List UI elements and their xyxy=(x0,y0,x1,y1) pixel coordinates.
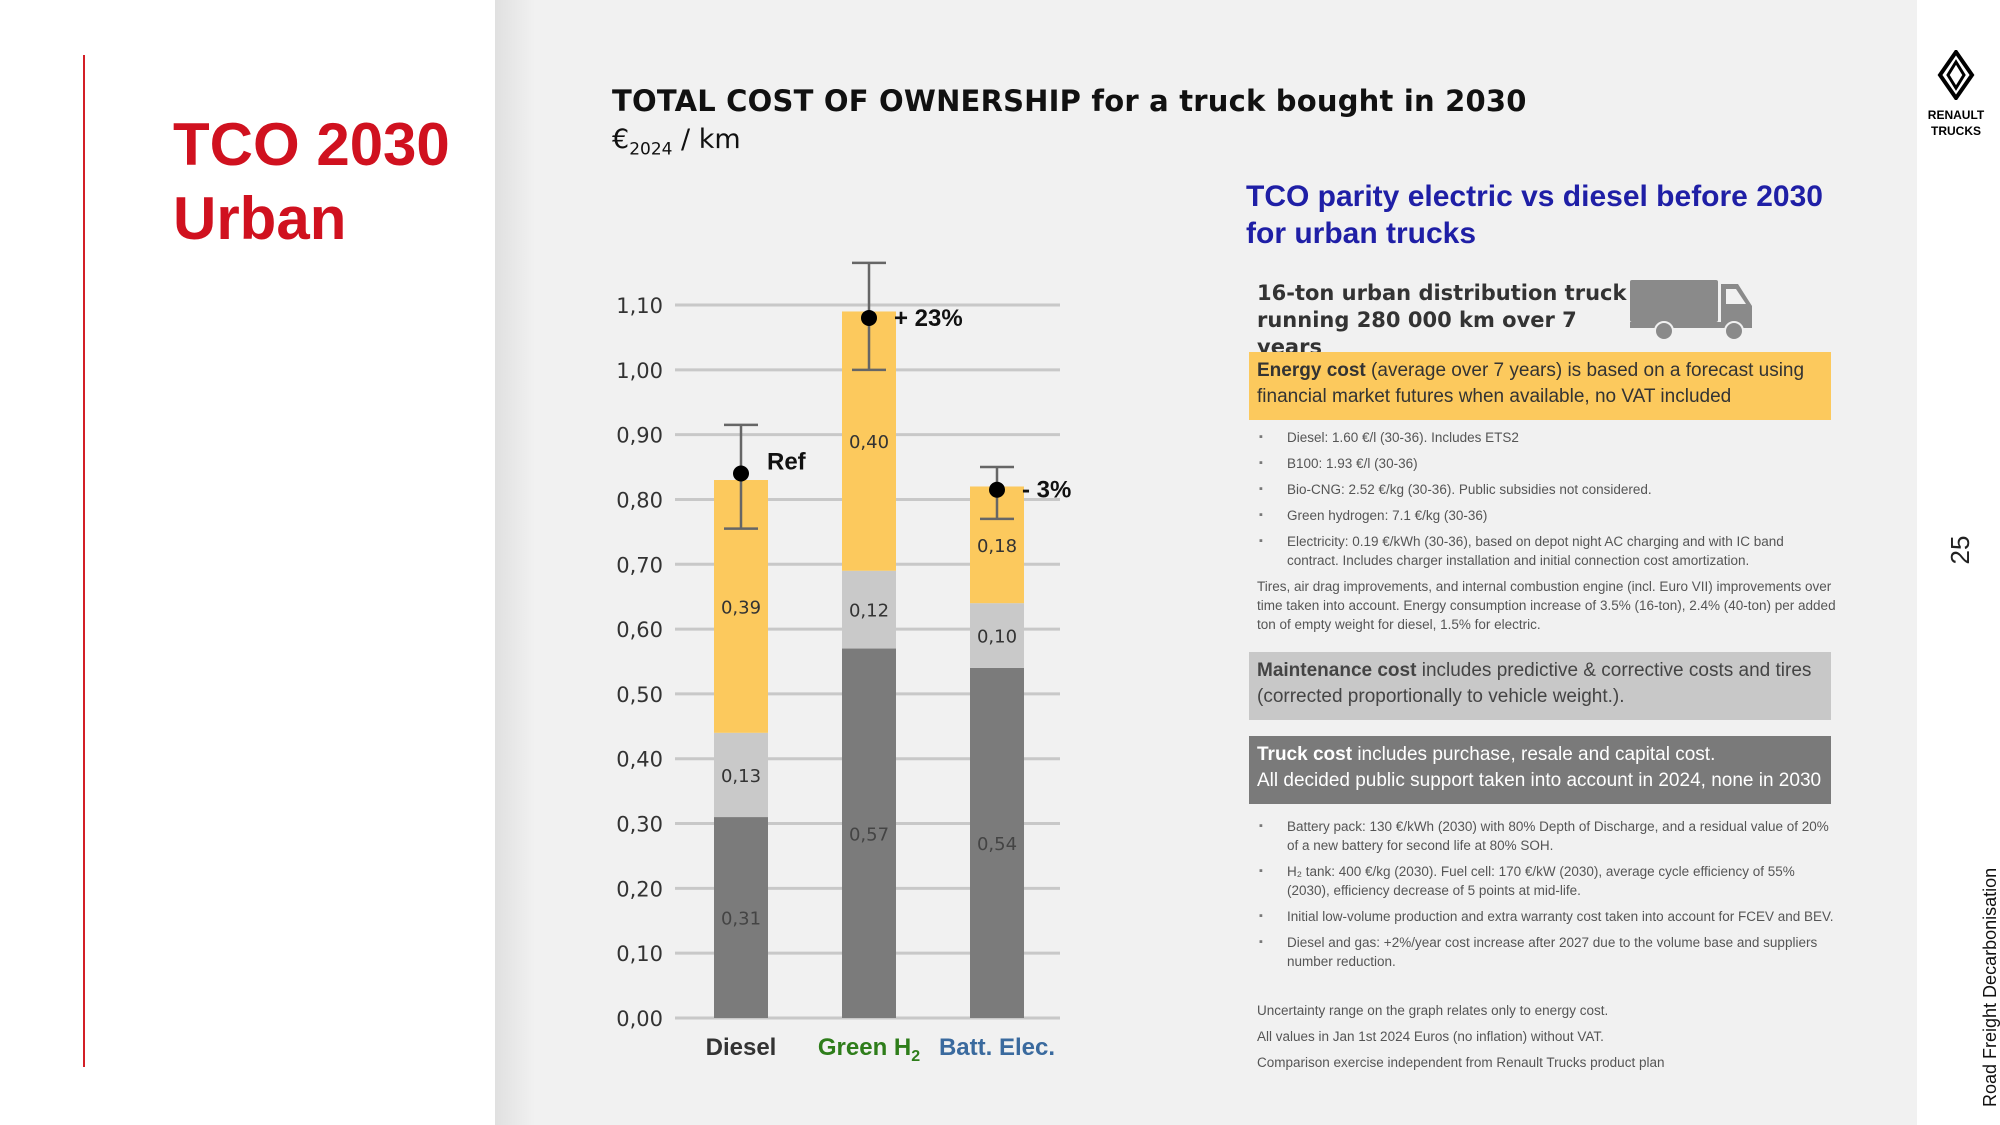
maint-box-text: includes predictive & corrective costs a… xyxy=(1257,660,1812,707)
y-tick-label: 1,00 xyxy=(616,359,663,383)
y-tick-label: 0,90 xyxy=(616,424,663,448)
truck-note: Diesel and gas: +2%/year cost increase a… xyxy=(1257,933,1837,971)
category-label-text: Diesel xyxy=(706,1034,777,1061)
truck-box-text: includes purchase, resale and capital co… xyxy=(1352,744,1716,765)
slide-title: TCO 2030 Urban xyxy=(173,108,450,256)
maintenance-cost-box: Maintenance cost includes predictive & c… xyxy=(1249,652,1831,720)
y-tick-label: 0,20 xyxy=(616,877,663,901)
renault-trucks-logo: RENAULT TRUCKS xyxy=(1912,48,2000,138)
footer-note: All values in Jan 1st 2024 Euros (no inf… xyxy=(1257,1029,1604,1044)
y-tick-label: 0,00 xyxy=(616,1007,663,1031)
logo-text-line1: RENAULT xyxy=(1927,108,1985,122)
red-accent-line xyxy=(83,55,85,1067)
annotation-label: + 23% xyxy=(894,305,963,332)
energy-note: Green hydrogen: 7.1 €/kg (30-36) xyxy=(1257,506,1837,525)
data-label: 0,31 xyxy=(721,909,761,930)
total-marker xyxy=(733,465,749,482)
y-tick-label: 0,40 xyxy=(616,748,663,772)
energy-notes: Diesel: 1.60 €/l (30-36). Includes ETS2 … xyxy=(1257,428,1837,641)
slide-title-line1: TCO 2030 xyxy=(173,111,450,178)
maint-box-bold: Maintenance cost xyxy=(1257,660,1417,681)
data-label: 0,13 xyxy=(721,766,761,787)
energy-cost-box: Energy cost (average over 7 years) is ba… xyxy=(1249,352,1831,420)
truck-note: H₂ tank: 400 €/kg (2030). Fuel cell: 170… xyxy=(1257,862,1837,900)
category-label: Batt. Elec. xyxy=(939,1034,1055,1061)
total-marker xyxy=(989,481,1005,498)
footer-note: Uncertainty range on the graph relates o… xyxy=(1257,1003,1609,1018)
right-title: TCO parity electric vs diesel before 203… xyxy=(1246,180,1823,250)
energy-box-bold: Energy cost xyxy=(1257,360,1366,381)
chart-unit: €2024 / km xyxy=(612,124,741,159)
bar-segment xyxy=(970,667,1024,1018)
data-label: 0,10 xyxy=(977,627,1017,648)
category-label: Green H2 xyxy=(818,1034,920,1065)
truck-notes: Battery pack: 130 €/kWh (2030) with 80% … xyxy=(1257,817,1837,978)
data-label: 0,57 xyxy=(849,824,889,845)
energy-note: Electricity: 0.19 €/kWh (30-36), based o… xyxy=(1257,532,1837,570)
side-label: Road Freight Decarbonisation xyxy=(1980,867,2000,1107)
total-marker xyxy=(861,309,877,326)
category-label-text: Batt. Elec. xyxy=(939,1034,1055,1061)
left-panel xyxy=(0,0,495,1125)
footer-note: Comparison exercise independent from Ren… xyxy=(1257,1055,1665,1070)
energy-note: Diesel: 1.60 €/l (30-36). Includes ETS2 xyxy=(1257,428,1837,447)
y-tick-label: 0,10 xyxy=(616,942,663,966)
data-label: 0,39 xyxy=(721,597,761,618)
truck-box-line2: All decided public support taken into ac… xyxy=(1257,770,1822,791)
logo-text-line2: TRUCKS xyxy=(1931,124,1981,138)
truck-note: Initial low-volume production and extra … xyxy=(1257,907,1837,926)
y-tick-label: 0,30 xyxy=(616,813,663,837)
y-tick-label: 0,80 xyxy=(616,488,663,512)
energy-box-text: (average over 7 years) is based on a for… xyxy=(1257,360,1805,407)
data-label: 0,54 xyxy=(977,834,1017,855)
footer-notes: Uncertainty range on the graph relates o… xyxy=(1257,1001,1837,1079)
truck-note: Battery pack: 130 €/kWh (2030) with 80% … xyxy=(1257,817,1837,855)
bar-segment xyxy=(842,570,896,649)
annotation-label: - 3% xyxy=(1022,477,1071,504)
unit-sub: 2024 xyxy=(629,139,673,160)
tco-stacked-bar-chart: 0,00 0,10 0,20 0,30 0,40 0,50 0,60 0,70 0,80 0,90… xyxy=(616,261,1071,1065)
truck-box-bold: Truck cost xyxy=(1257,744,1353,765)
energy-plain-note: Tires, air drag improvements, and intern… xyxy=(1257,579,1836,632)
panel-shadow xyxy=(495,0,535,1125)
data-label: 0,40 xyxy=(849,432,889,453)
unit-suffix: / km xyxy=(672,124,741,155)
y-tick-label: 1,10 xyxy=(616,294,663,318)
chart-title: TOTAL COST OF OWNERSHIP for a truck boug… xyxy=(612,84,1527,118)
truck-icon xyxy=(1630,280,1752,341)
bar-segment xyxy=(714,732,768,818)
category-label-sub: 2 xyxy=(911,1048,920,1065)
slide-title-line2: Urban xyxy=(173,185,347,252)
category-label: Diesel xyxy=(706,1034,777,1061)
bar-segment xyxy=(714,817,768,1018)
truck-description: 16-ton urban distribution truck running … xyxy=(1257,281,1627,359)
data-label: 0,12 xyxy=(849,601,889,622)
category-label-text: Green H xyxy=(818,1034,911,1061)
bar-segment xyxy=(842,648,896,1018)
data-label: 0,18 xyxy=(977,536,1017,557)
energy-note: B100: 1.93 €/l (30-36) xyxy=(1257,454,1837,473)
page-number: 25 xyxy=(1945,535,1975,565)
truck-cost-box: Truck cost includes purchase, resale and… xyxy=(1249,736,1831,804)
y-tick-label: 0,70 xyxy=(616,553,663,577)
y-tick-label: 0,60 xyxy=(616,618,663,642)
y-tick-label: 0,50 xyxy=(616,683,663,707)
renault-diamond-icon xyxy=(1937,48,1975,102)
unit-prefix: € xyxy=(612,124,630,155)
annotation-label: Ref xyxy=(767,449,807,476)
bar-segment xyxy=(970,603,1024,668)
energy-note: Bio-CNG: 2.52 €/kg (30-36). Public subsi… xyxy=(1257,480,1837,499)
